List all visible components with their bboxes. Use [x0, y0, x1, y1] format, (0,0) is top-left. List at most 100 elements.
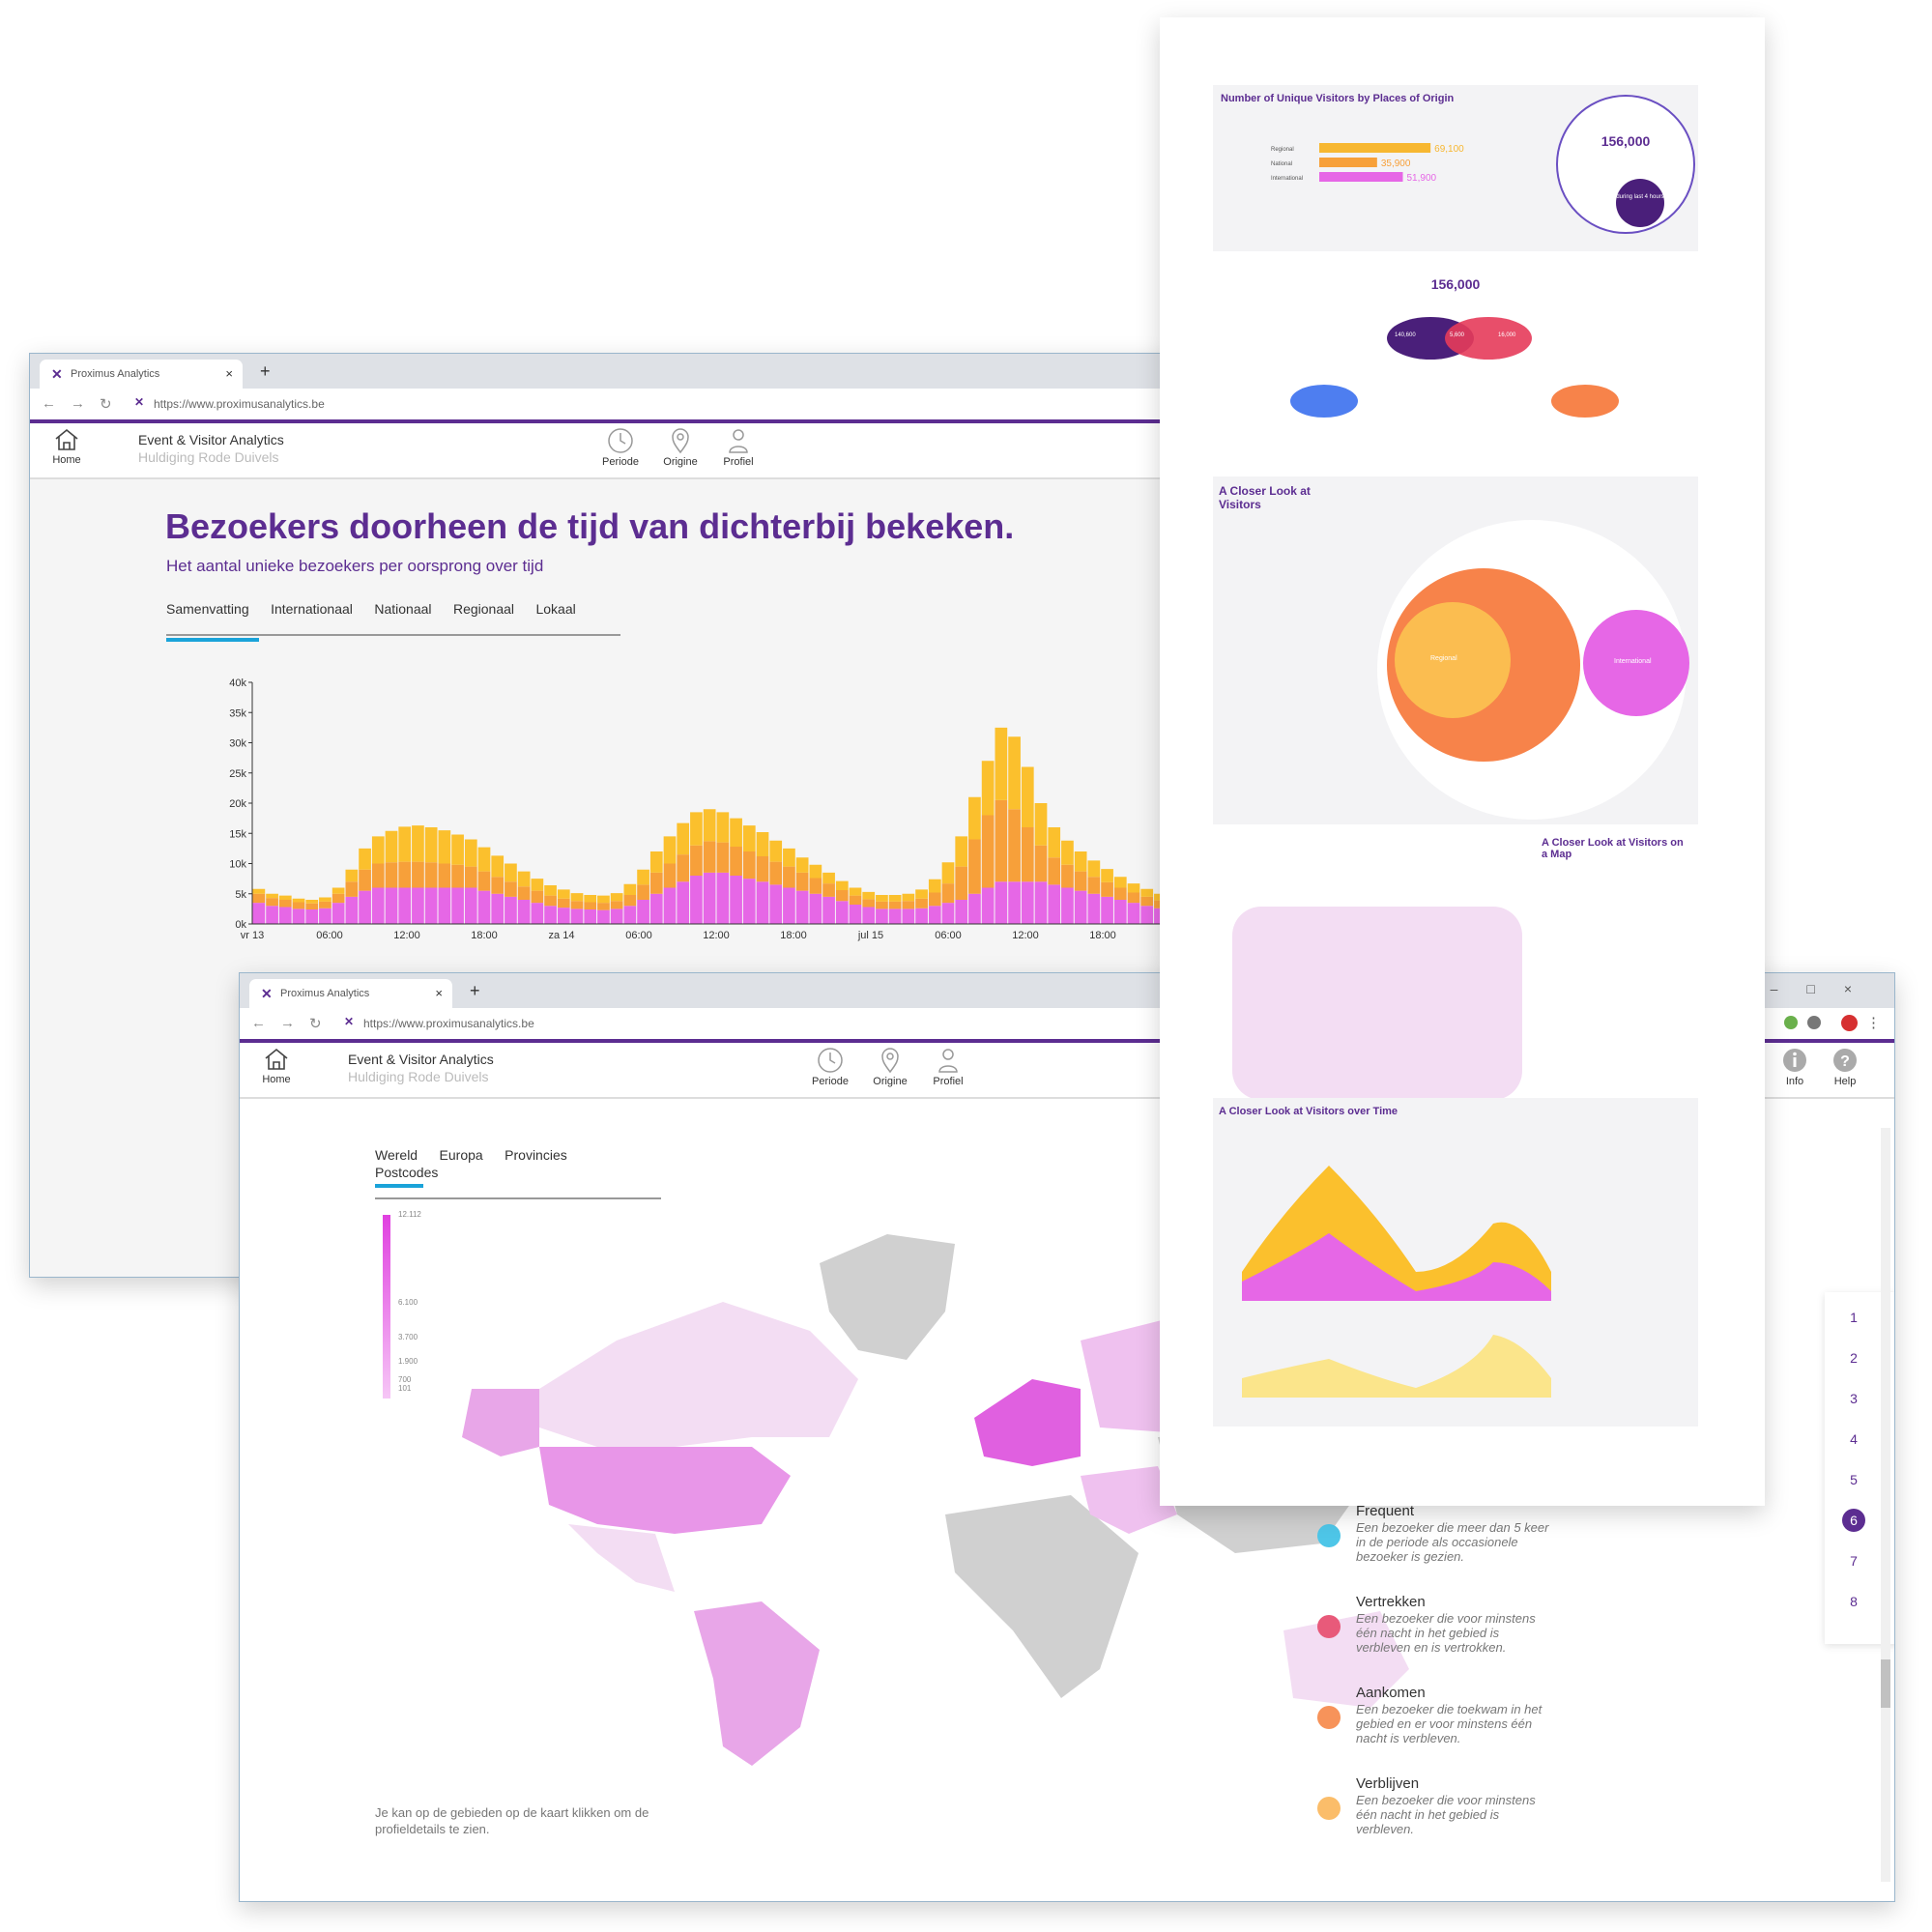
bar-segment-national[interactable] — [1127, 892, 1140, 904]
bar-segment-national[interactable] — [292, 902, 305, 909]
bar-segment-national[interactable] — [663, 863, 677, 888]
bar-segment-national[interactable] — [1021, 827, 1034, 882]
bar-segment-international[interactable] — [795, 890, 809, 924]
bar-segment-international[interactable] — [266, 906, 278, 924]
tab-europa[interactable]: Europa — [439, 1147, 483, 1163]
close-tab-icon[interactable]: × — [225, 366, 233, 381]
bar-segment-regional[interactable] — [730, 818, 742, 847]
bar-segment-regional[interactable] — [1048, 827, 1061, 858]
bar-segment-regional[interactable] — [1113, 877, 1127, 888]
bar-segment-national[interactable] — [876, 901, 888, 909]
bar-segment-international[interactable] — [955, 900, 968, 924]
bar-segment-international[interactable] — [862, 907, 876, 925]
map-region-middle-east[interactable] — [1081, 1466, 1177, 1534]
bar-segment-regional[interactable] — [756, 832, 769, 856]
bar-segment-international[interactable] — [319, 908, 332, 924]
bar-segment-national[interactable] — [438, 863, 451, 888]
bar-segment-regional[interactable] — [849, 887, 862, 896]
bar-segment-regional[interactable] — [438, 830, 451, 864]
bar-segment-national[interactable] — [955, 866, 968, 900]
bar-segment-national[interactable] — [995, 799, 1008, 882]
home-button[interactable]: Home — [45, 427, 88, 466]
bar-segment-national[interactable] — [649, 872, 663, 894]
bar-segment-national[interactable] — [610, 901, 623, 909]
bar-segment-regional[interactable] — [968, 796, 981, 840]
bar-segment-regional[interactable] — [531, 879, 544, 891]
bar-segment-regional[interactable] — [716, 812, 730, 843]
bar-segment-national[interactable] — [835, 890, 849, 902]
bar-segment-national[interactable] — [862, 899, 876, 908]
bar-segment-international[interactable] — [968, 893, 981, 924]
nav-profiel[interactable]: Profiel — [712, 427, 764, 468]
nav-periode[interactable]: Periode — [594, 427, 647, 468]
reload-icon[interactable]: ↻ — [309, 1016, 322, 1032]
bar-segment-international[interactable] — [756, 881, 769, 924]
close-tab-icon[interactable]: × — [435, 986, 443, 1000]
back-icon[interactable]: ← — [42, 395, 56, 412]
bar-segment-national[interactable] — [1101, 881, 1113, 897]
bar-segment-regional[interactable] — [505, 863, 517, 882]
tab-nationaal[interactable]: Nationaal — [374, 601, 432, 617]
bar-segment-regional[interactable] — [1074, 851, 1087, 872]
bar-segment-regional[interactable] — [266, 893, 278, 899]
bar-segment-international[interactable] — [570, 908, 584, 924]
bar-segment-regional[interactable] — [610, 893, 623, 902]
bar-segment-regional[interactable] — [637, 869, 649, 885]
bar-segment-national[interactable] — [1140, 896, 1154, 907]
bar-segment-regional[interactable] — [292, 898, 305, 903]
bar-segment-national[interactable] — [491, 877, 505, 894]
bar-segment-national[interactable] — [716, 842, 730, 873]
bar-segment-national[interactable] — [1061, 864, 1074, 888]
map-region-africa[interactable] — [945, 1495, 1139, 1698]
bar-segment-regional[interactable] — [1008, 736, 1021, 810]
bar-segment-regional[interactable] — [649, 851, 663, 873]
bar-segment-national[interactable] — [783, 866, 795, 888]
bar-segment-international[interactable] — [637, 900, 649, 924]
bar-segment-regional[interactable] — [690, 812, 703, 846]
nav-origine[interactable]: Origine — [864, 1047, 916, 1087]
bar-segment-international[interactable] — [371, 887, 385, 925]
bar-segment-regional[interactable] — [1021, 766, 1034, 828]
bar-segment-international[interactable] — [742, 879, 756, 924]
bar-segment-international[interactable] — [876, 908, 888, 924]
tab-internationaal[interactable]: Internationaal — [271, 601, 353, 617]
bar-segment-international[interactable] — [1087, 893, 1101, 924]
bar-segment-regional[interactable] — [703, 809, 716, 842]
bar-segment-regional[interactable] — [491, 855, 505, 878]
bar-segment-national[interactable] — [359, 869, 371, 891]
bar-segment-national[interactable] — [703, 841, 716, 873]
window-controls[interactable]: –□× — [1770, 981, 1881, 996]
bar-segment-international[interactable] — [345, 896, 359, 924]
bar-segment-national[interactable] — [557, 898, 570, 908]
bar-segment-national[interactable] — [371, 863, 385, 888]
bar-segment-regional[interactable] — [557, 889, 570, 899]
bar-segment-regional[interactable] — [1140, 888, 1154, 897]
bar-segment-international[interactable] — [1021, 881, 1034, 924]
nav-help[interactable]: ? Help — [1819, 1047, 1871, 1087]
bar-segment-national[interactable] — [915, 898, 928, 908]
bar-segment-international[interactable] — [278, 907, 292, 925]
bar-segment-international[interactable] — [716, 872, 730, 924]
nav-origine[interactable]: Origine — [654, 427, 706, 468]
bar-segment-regional[interactable] — [783, 848, 795, 867]
bar-segment-regional[interactable] — [1087, 860, 1101, 878]
bar-segment-international[interactable] — [252, 903, 266, 924]
bar-segment-national[interactable] — [742, 851, 756, 879]
bar-segment-national[interactable] — [1087, 877, 1101, 894]
bar-segment-international[interactable] — [1101, 896, 1113, 924]
mini-time-brush[interactable] — [1242, 1330, 1590, 1407]
bar-segment-regional[interactable] — [597, 895, 610, 904]
bar-segment-regional[interactable] — [941, 862, 955, 884]
tab-regionaal[interactable]: Regionaal — [452, 601, 515, 617]
bar-segment-national[interactable] — [451, 864, 464, 888]
bar-segment-national[interactable] — [1008, 809, 1021, 882]
bar-segment-regional[interactable] — [1101, 869, 1113, 882]
bar-segment-regional[interactable] — [517, 871, 531, 887]
bar-segment-regional[interactable] — [835, 880, 849, 890]
bar-segment-international[interactable] — [464, 887, 477, 925]
origin-bar[interactable] — [1319, 143, 1431, 153]
bar-segment-international[interactable] — [623, 906, 637, 924]
bar-segment-national[interactable] — [677, 854, 690, 882]
bar-segment-international[interactable] — [941, 903, 955, 924]
bar-segment-international[interactable] — [1048, 884, 1061, 924]
